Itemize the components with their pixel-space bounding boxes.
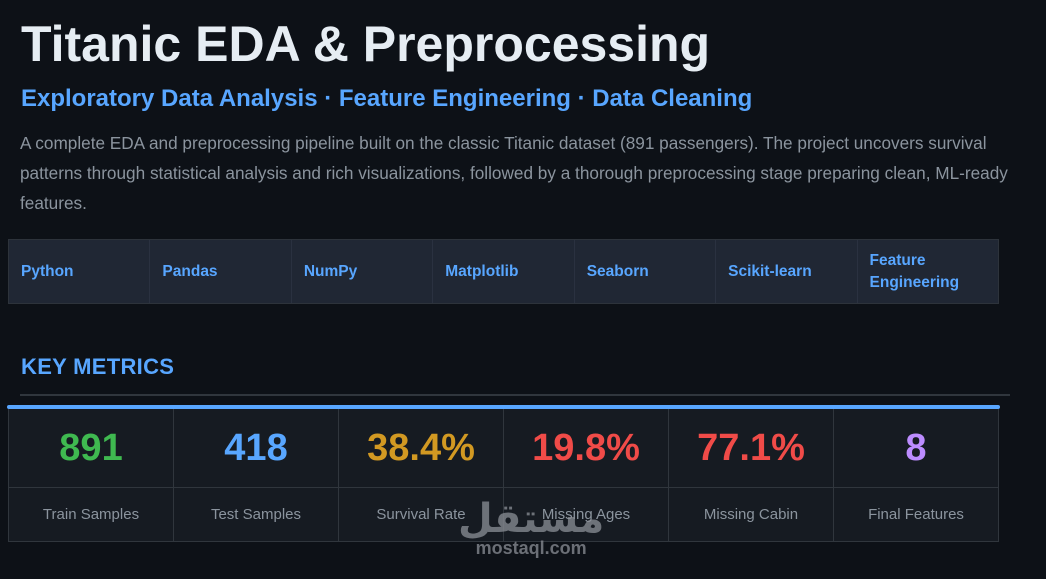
metric-label: Missing Ages xyxy=(541,506,631,523)
tech-item-python: Python xyxy=(9,240,151,303)
metric-value: 8 xyxy=(834,409,998,488)
metric-missing-cabin: 77.1% Missing Cabin xyxy=(669,409,834,541)
metric-survival-rate: 38.4% Survival Rate xyxy=(339,409,504,541)
metric-test-samples: 418 Test Samples xyxy=(174,409,339,541)
tech-stack-table: Python Pandas NumPy Matplotlib Seaborn S… xyxy=(8,239,999,304)
tech-item-feature-engineering: Feature Engineering xyxy=(869,251,960,291)
metric-value: 891 xyxy=(9,409,173,488)
metric-label: Test Samples xyxy=(210,506,302,523)
page-subtitle: Exploratory Data Analysis · Feature Engi… xyxy=(21,85,753,112)
tech-item-pandas: Pandas xyxy=(150,240,292,303)
metric-label: Missing Cabin xyxy=(703,506,799,523)
metrics-accent-bar xyxy=(7,405,1000,409)
metric-final-features: 8 Final Features xyxy=(834,409,998,541)
metric-train-samples: 891 Train Samples xyxy=(9,409,174,541)
metrics-table: 891 Train Samples 418 Test Samples 38.4%… xyxy=(8,409,999,542)
tech-item-matplotlib: Matplotlib xyxy=(433,240,575,303)
metric-label: Train Samples xyxy=(42,506,140,523)
metric-value: 19.8% xyxy=(504,409,668,488)
metric-label: Final Features xyxy=(868,506,964,523)
section-divider xyxy=(20,394,1010,396)
metric-missing-ages: 19.8% Missing Ages xyxy=(504,409,669,541)
page-title: Titanic EDA & Preprocessing xyxy=(21,16,711,72)
metric-value: 418 xyxy=(174,409,338,488)
key-metrics-heading: KEY METRICS xyxy=(21,354,175,379)
tech-item-scikit-learn: Scikit-learn xyxy=(716,240,858,303)
tech-item-seaborn: Seaborn xyxy=(575,240,717,303)
project-description: A complete EDA and preprocessing pipelin… xyxy=(20,133,1008,213)
metric-value: 38.4% xyxy=(339,409,503,488)
metric-label: Survival Rate xyxy=(376,506,466,523)
metric-value: 77.1% xyxy=(669,409,833,488)
tech-item-numpy: NumPy xyxy=(292,240,434,303)
